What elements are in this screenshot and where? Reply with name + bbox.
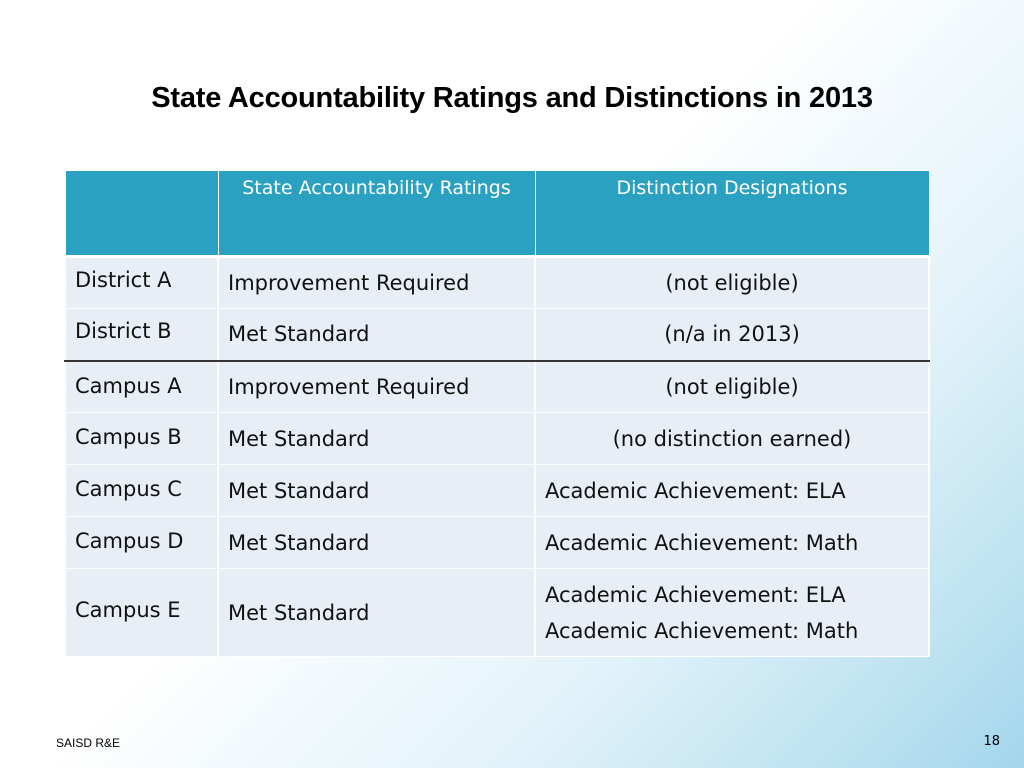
slide-title: State Accountability Ratings and Distinc… bbox=[151, 82, 873, 114]
row-distinction: (not eligible) bbox=[534, 360, 930, 413]
row-distinction: (no distinction earned) bbox=[534, 412, 930, 465]
page-number: 18 bbox=[983, 734, 1000, 749]
row-name: Campus E bbox=[64, 568, 219, 657]
ratings-table: State Accountability Ratings Distinction… bbox=[64, 170, 930, 657]
row-distinction: (n/a in 2013) bbox=[534, 308, 930, 362]
row-distinction: Academic Achievement: ELA Academic Achie… bbox=[534, 568, 930, 657]
row-distinction: Academic Achievement: Math bbox=[534, 516, 930, 569]
row-rating: Met Standard bbox=[217, 308, 536, 362]
table-row: Campus E Met Standard Academic Achieveme… bbox=[64, 568, 930, 657]
footer-organization: SAISD R&E bbox=[56, 736, 121, 750]
table-header-row: State Accountability Ratings Distinction… bbox=[64, 170, 930, 258]
row-name: Campus B bbox=[64, 412, 219, 465]
table-row: District B Met Standard (n/a in 2013) bbox=[64, 308, 930, 362]
row-rating: Met Standard bbox=[217, 568, 536, 657]
row-rating: Improvement Required bbox=[217, 360, 536, 413]
row-name: District B bbox=[64, 308, 219, 362]
row-rating: Met Standard bbox=[217, 464, 536, 517]
row-rating: Met Standard bbox=[217, 516, 536, 569]
row-name: Campus D bbox=[64, 516, 219, 569]
row-name: Campus C bbox=[64, 464, 219, 517]
row-distinction: Academic Achievement: ELA bbox=[534, 464, 930, 517]
row-name: District A bbox=[64, 256, 219, 309]
table-row: Campus B Met Standard (no distinction ea… bbox=[64, 412, 930, 465]
header-state-accountability-ratings: State Accountability Ratings bbox=[217, 170, 536, 258]
row-distinction-line: Academic Achievement: ELA bbox=[545, 582, 846, 607]
table-row: District A Improvement Required (not eli… bbox=[64, 256, 930, 309]
table-row: Campus C Met Standard Academic Achieveme… bbox=[64, 464, 930, 517]
row-distinction-line: Academic Achievement: Math bbox=[545, 618, 859, 643]
header-distinction-designations: Distinction Designations bbox=[534, 170, 930, 258]
row-rating: Met Standard bbox=[217, 412, 536, 465]
row-rating: Improvement Required bbox=[217, 256, 536, 309]
row-distinction: (not eligible) bbox=[534, 256, 930, 309]
table-row: Campus A Improvement Required (not eligi… bbox=[64, 360, 930, 413]
table-row: Campus D Met Standard Academic Achieveme… bbox=[64, 516, 930, 569]
row-name: Campus A bbox=[64, 360, 219, 413]
header-blank bbox=[64, 170, 219, 258]
